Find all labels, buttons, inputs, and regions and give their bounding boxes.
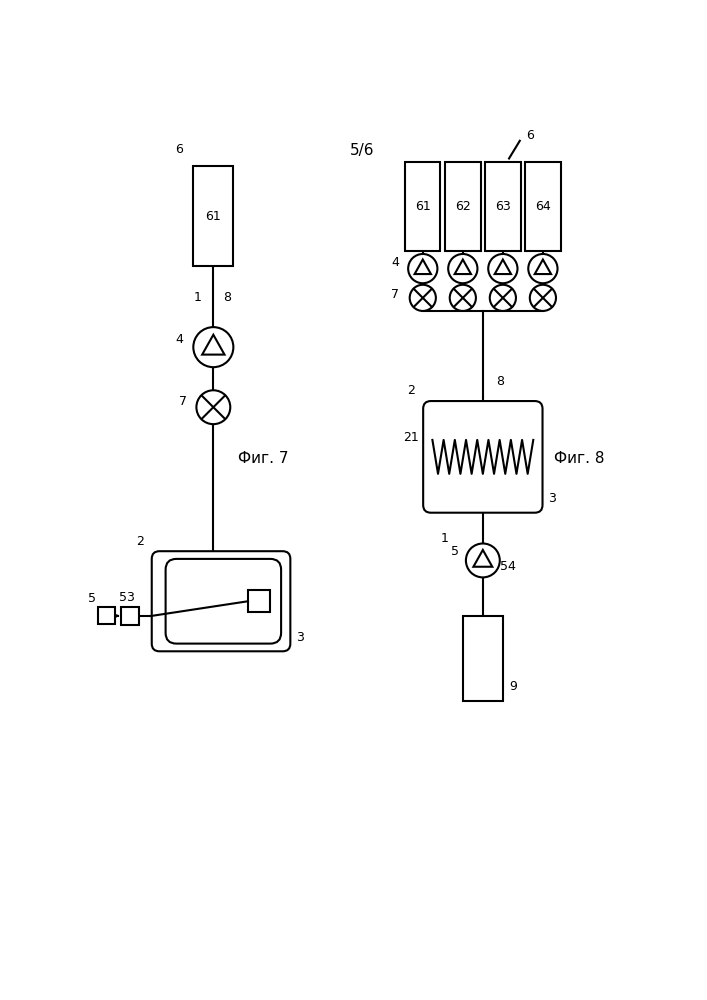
- Text: 5: 5: [451, 545, 459, 558]
- Bar: [121, 607, 139, 625]
- Text: 64: 64: [535, 200, 551, 213]
- Text: 62: 62: [455, 200, 471, 213]
- FancyBboxPatch shape: [423, 401, 542, 513]
- Circle shape: [466, 544, 500, 577]
- Text: 5/6: 5/6: [350, 143, 374, 158]
- Text: 9: 9: [510, 680, 518, 693]
- Bar: [193, 166, 233, 266]
- Text: 8: 8: [223, 291, 231, 304]
- Text: 6: 6: [175, 143, 183, 156]
- Circle shape: [408, 254, 438, 283]
- Text: 61: 61: [206, 210, 221, 223]
- Polygon shape: [474, 550, 492, 567]
- Text: 2: 2: [407, 384, 415, 397]
- Bar: [405, 162, 440, 251]
- Text: 7: 7: [391, 288, 399, 301]
- Text: 4: 4: [175, 333, 183, 346]
- Polygon shape: [414, 260, 431, 274]
- Text: 1: 1: [194, 291, 202, 304]
- Text: 1: 1: [440, 532, 448, 545]
- Text: 6: 6: [526, 129, 534, 142]
- Circle shape: [197, 390, 230, 424]
- Bar: [525, 162, 561, 251]
- Circle shape: [448, 254, 477, 283]
- Text: 2: 2: [136, 535, 144, 548]
- Bar: [463, 616, 503, 701]
- Text: 8: 8: [496, 375, 504, 388]
- Text: 4: 4: [391, 256, 399, 269]
- Circle shape: [528, 254, 558, 283]
- Polygon shape: [495, 260, 511, 274]
- Bar: [485, 162, 520, 251]
- Circle shape: [450, 285, 476, 311]
- Text: 7: 7: [179, 395, 187, 408]
- Text: 21: 21: [403, 431, 419, 444]
- Text: 5: 5: [88, 592, 95, 605]
- Text: 3: 3: [296, 631, 303, 644]
- Text: 54: 54: [500, 560, 515, 573]
- Circle shape: [409, 285, 436, 311]
- Circle shape: [490, 285, 516, 311]
- Text: 53: 53: [119, 591, 135, 604]
- Text: Фиг. 8: Фиг. 8: [554, 451, 604, 466]
- Bar: [248, 590, 269, 612]
- Bar: [445, 162, 481, 251]
- Circle shape: [530, 285, 556, 311]
- Text: 3: 3: [548, 492, 556, 505]
- Polygon shape: [202, 335, 225, 355]
- Text: Фиг. 7: Фиг. 7: [238, 451, 288, 466]
- FancyBboxPatch shape: [152, 551, 291, 651]
- Circle shape: [193, 327, 233, 367]
- Polygon shape: [534, 260, 551, 274]
- Text: 63: 63: [495, 200, 510, 213]
- Text: 61: 61: [415, 200, 431, 213]
- Polygon shape: [455, 260, 471, 274]
- FancyBboxPatch shape: [165, 559, 281, 644]
- Circle shape: [489, 254, 518, 283]
- Bar: [98, 607, 115, 624]
